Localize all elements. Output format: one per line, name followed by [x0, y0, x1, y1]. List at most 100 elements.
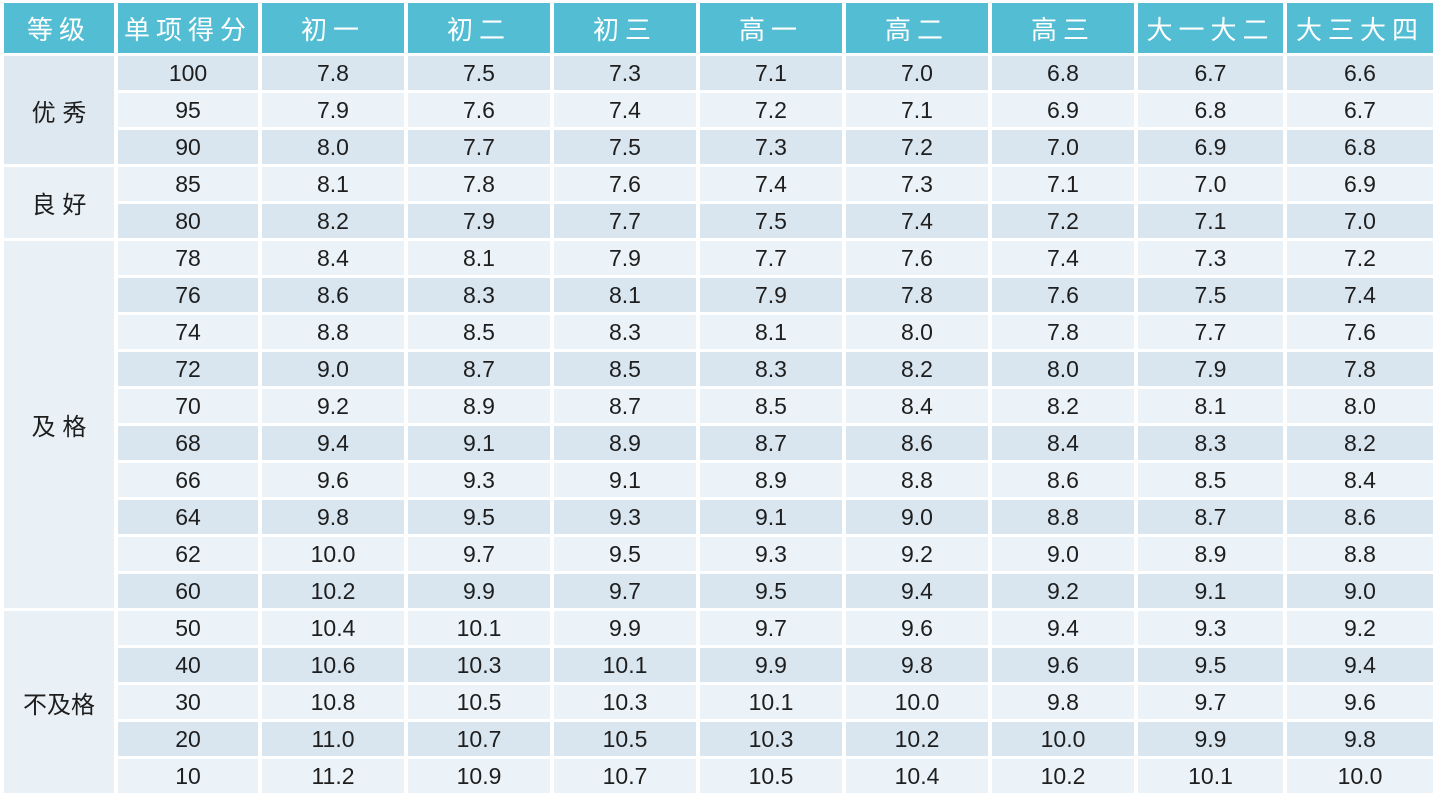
table-row: 10 11.2 10.9 10.7 10.5 10.4 10.2 10.1 10.0: [4, 759, 1433, 793]
value-cell: 7.3: [1138, 241, 1283, 275]
column-header-senior1: 高一: [700, 3, 842, 53]
column-header-grade: 等级: [4, 3, 114, 53]
value-cell: 8.6: [1287, 500, 1433, 534]
value-cell: 10.3: [700, 722, 842, 756]
value-cell: 8.1: [408, 241, 550, 275]
column-header-junior2: 初二: [408, 3, 550, 53]
value-cell: 8.5: [700, 389, 842, 423]
column-header-senior3: 高三: [992, 3, 1134, 53]
value-cell: 8.0: [992, 352, 1134, 386]
value-cell: 10.1: [1138, 759, 1283, 793]
score-cell: 66: [118, 463, 258, 497]
value-cell: 10.2: [992, 759, 1134, 793]
value-cell: 8.3: [554, 315, 696, 349]
value-cell: 7.6: [554, 167, 696, 201]
value-cell: 8.2: [262, 204, 404, 238]
score-cell: 95: [118, 93, 258, 127]
value-cell: 7.6: [408, 93, 550, 127]
value-cell: 7.0: [846, 56, 988, 90]
value-cell: 8.4: [992, 426, 1134, 460]
value-cell: 7.9: [700, 278, 842, 312]
value-cell: 10.1: [700, 685, 842, 719]
header-row: 等级 单项得分 初一 初二 初三 高一 高二 高三 大一大二 大三大四: [4, 3, 1433, 53]
value-cell: 11.0: [262, 722, 404, 756]
value-cell: 7.3: [700, 130, 842, 164]
value-cell: 6.8: [1138, 93, 1283, 127]
value-cell: 7.7: [408, 130, 550, 164]
value-cell: 9.5: [700, 574, 842, 608]
value-cell: 7.8: [1287, 352, 1433, 386]
value-cell: 10.1: [408, 611, 550, 645]
value-cell: 7.0: [1138, 167, 1283, 201]
score-cell: 64: [118, 500, 258, 534]
score-cell: 50: [118, 611, 258, 645]
value-cell: 9.0: [262, 352, 404, 386]
value-cell: 6.7: [1287, 93, 1433, 127]
score-cell: 68: [118, 426, 258, 460]
value-cell: 8.0: [262, 130, 404, 164]
value-cell: 7.1: [1138, 204, 1283, 238]
value-cell: 7.2: [700, 93, 842, 127]
value-cell: 7.9: [262, 93, 404, 127]
value-cell: 8.5: [554, 352, 696, 386]
value-cell: 10.5: [408, 685, 550, 719]
value-cell: 9.7: [408, 537, 550, 571]
value-cell: 9.0: [846, 500, 988, 534]
value-cell: 7.9: [1138, 352, 1283, 386]
value-cell: 9.6: [262, 463, 404, 497]
column-header-item-score: 单项得分: [118, 3, 258, 53]
value-cell: 10.9: [408, 759, 550, 793]
value-cell: 7.4: [992, 241, 1134, 275]
value-cell: 8.8: [1287, 537, 1433, 571]
value-cell: 6.7: [1138, 56, 1283, 90]
score-cell: 80: [118, 204, 258, 238]
value-cell: 9.7: [554, 574, 696, 608]
value-cell: 9.3: [554, 500, 696, 534]
score-cell: 72: [118, 352, 258, 386]
value-cell: 7.1: [700, 56, 842, 90]
value-cell: 7.8: [408, 167, 550, 201]
value-cell: 9.4: [1287, 648, 1433, 682]
table-row: 95 7.9 7.6 7.4 7.2 7.1 6.9 6.8 6.7: [4, 93, 1433, 127]
value-cell: 10.3: [554, 685, 696, 719]
value-cell: 8.4: [846, 389, 988, 423]
value-cell: 6.8: [1287, 130, 1433, 164]
score-cell: 74: [118, 315, 258, 349]
table-row: 优 秀 100 7.8 7.5 7.3 7.1 7.0 6.8 6.7 6.6: [4, 56, 1433, 164]
value-cell: 8.9: [1138, 537, 1283, 571]
score-cell: 76: [118, 278, 258, 312]
value-cell: 9.8: [846, 648, 988, 682]
value-cell: 9.6: [846, 611, 988, 645]
value-cell: 10.5: [700, 759, 842, 793]
value-cell: 7.2: [846, 130, 988, 164]
table-row: 不及格 50 10.4 10.1 9.9 9.7 9.6 9.4 9.3 9.2: [4, 611, 1433, 793]
value-cell: 8.2: [992, 389, 1134, 423]
value-cell: 10.3: [408, 648, 550, 682]
value-cell: 8.7: [554, 389, 696, 423]
score-cell: 85: [118, 167, 258, 201]
value-cell: 10.0: [262, 537, 404, 571]
table-row: 68 9.4 9.1 8.9 8.7 8.6 8.4 8.3 8.2: [4, 426, 1433, 460]
value-cell: 7.5: [408, 56, 550, 90]
value-cell: 9.3: [408, 463, 550, 497]
value-cell: 7.9: [408, 204, 550, 238]
value-cell: 7.7: [554, 204, 696, 238]
value-cell: 8.8: [846, 463, 988, 497]
value-cell: 9.7: [1138, 685, 1283, 719]
value-cell: 8.6: [262, 278, 404, 312]
value-cell: 7.3: [554, 56, 696, 90]
value-cell: 9.1: [1138, 574, 1283, 608]
value-cell: 9.8: [1287, 722, 1433, 756]
score-cell: 90: [118, 130, 258, 164]
table-row: 64 9.8 9.5 9.3 9.1 9.0 8.8 8.7 8.6: [4, 500, 1433, 534]
value-cell: 6.8: [992, 56, 1134, 90]
value-cell: 9.9: [700, 648, 842, 682]
value-cell: 9.1: [408, 426, 550, 460]
table-row: 及 格 78 8.4 8.1 7.9 7.7 7.6 7.4 7.3 7.2: [4, 241, 1433, 608]
value-cell: 9.5: [554, 537, 696, 571]
column-header-college12: 大一大二: [1138, 3, 1283, 53]
score-cell: 10: [118, 759, 258, 793]
value-cell: 8.8: [262, 315, 404, 349]
value-cell: 8.9: [554, 426, 696, 460]
value-cell: 7.2: [992, 204, 1134, 238]
